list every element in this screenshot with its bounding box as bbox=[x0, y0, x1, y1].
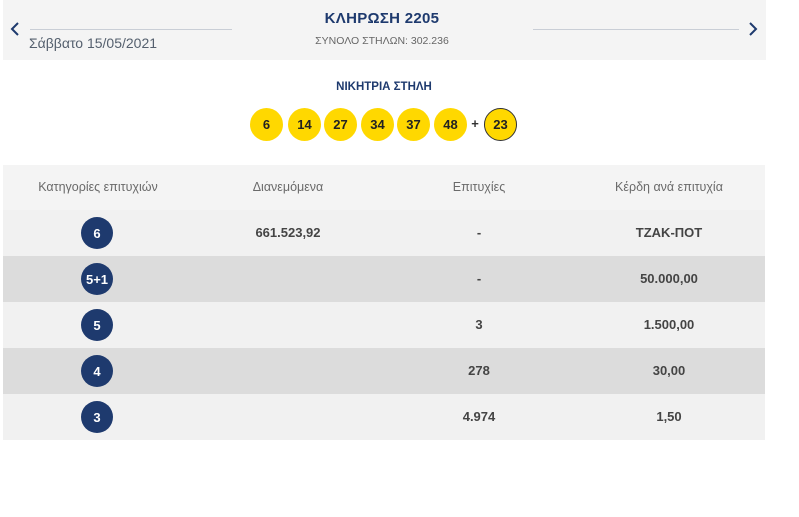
chevron-left-icon bbox=[10, 22, 19, 36]
bonus-ball: 23 bbox=[484, 108, 517, 141]
number-ball: 37 bbox=[397, 108, 430, 141]
category-badge: 6 bbox=[81, 217, 113, 249]
category-badge: 3 bbox=[81, 401, 113, 433]
table-row: 5+1 - 50.000,00 bbox=[3, 256, 765, 302]
number-ball: 14 bbox=[288, 108, 321, 141]
plus-sign: + bbox=[471, 116, 479, 131]
next-draw-button[interactable] bbox=[743, 16, 763, 42]
number-ball: 34 bbox=[361, 108, 394, 141]
draw-date: Σάββατο 15/05/2021 bbox=[29, 35, 158, 51]
winners-value: - bbox=[476, 271, 482, 286]
draw-header: Σάββατο 15/05/2021 ΚΛΗΡΩΣΗ 2205 ΣΥΝΟΛΟ Σ… bbox=[3, 0, 766, 60]
table-row: 4 278 30,00 bbox=[3, 348, 765, 394]
winners-value: - bbox=[476, 225, 482, 240]
number-ball: 6 bbox=[250, 108, 283, 141]
category-badge: 5 bbox=[81, 309, 113, 341]
total-columns: ΣΥΝΟΛΟ ΣΤΗΛΩΝ: 302.236 bbox=[315, 35, 449, 47]
winning-column-label: ΝΙΚΗΤΡΙΑ ΣΤΗΛΗ bbox=[336, 81, 432, 93]
category-badge: 4 bbox=[81, 355, 113, 387]
prize-value: 30,00 bbox=[652, 363, 686, 378]
distributed-value: 661.523,92 bbox=[255, 225, 321, 240]
header-categories: Κατηγορίες επιτυχιών bbox=[38, 180, 158, 194]
winners-value: 278 bbox=[468, 363, 490, 378]
prize-value: 1,50 bbox=[656, 409, 682, 424]
number-ball: 48 bbox=[434, 108, 467, 141]
draw-title: ΚΛΗΡΩΣΗ 2205 bbox=[324, 10, 440, 27]
divider-right bbox=[533, 29, 739, 30]
table-header: Κατηγορίες επιτυχιών Διανεμόμενα Επιτυχί… bbox=[3, 165, 765, 210]
header-prize: Κέρδη ανά επιτυχία bbox=[615, 180, 723, 194]
results-table: Κατηγορίες επιτυχιών Διανεμόμενα Επιτυχί… bbox=[3, 165, 765, 440]
winners-value: 4.974 bbox=[462, 409, 496, 424]
winners-value: 3 bbox=[475, 317, 483, 332]
prize-value: ΤΖΑΚ-ΠΟΤ bbox=[635, 225, 703, 240]
chevron-right-icon bbox=[749, 22, 758, 36]
table-row: 5 3 1.500,00 bbox=[3, 302, 765, 348]
table-row: 3 4.974 1,50 bbox=[3, 394, 765, 440]
number-ball: 27 bbox=[324, 108, 357, 141]
prize-value: 1.500,00 bbox=[643, 317, 695, 332]
header-distributed: Διανεμόμενα bbox=[252, 180, 324, 194]
divider-left bbox=[30, 29, 232, 30]
category-badge: 5+1 bbox=[81, 263, 113, 295]
previous-draw-button[interactable] bbox=[5, 16, 25, 42]
table-row: 6 661.523,92 - ΤΖΑΚ-ΠΟΤ bbox=[3, 210, 765, 256]
header-winners: Επιτυχίες bbox=[452, 180, 506, 194]
prize-value: 50.000,00 bbox=[640, 271, 698, 286]
